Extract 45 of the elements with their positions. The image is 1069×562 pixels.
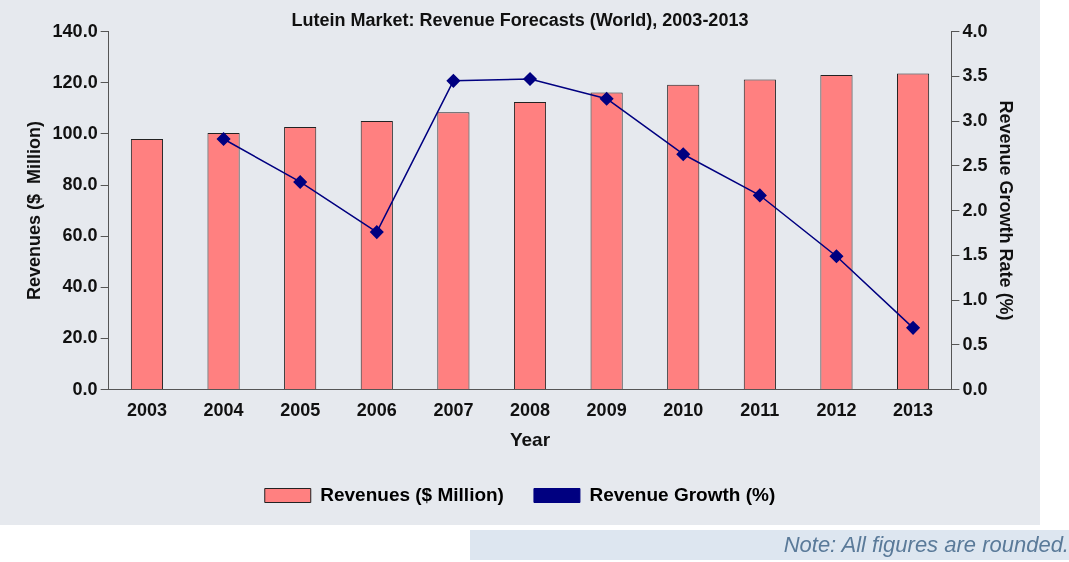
x-axis-title: Year [509,428,551,450]
y-tick-label: 0.0 [72,378,98,399]
point [676,147,690,161]
y2-tick-label: 3.5 [962,65,988,86]
x-tick-label: 2006 [356,400,397,421]
y2-tick-label: 1.5 [962,244,988,265]
y2-tick-label: 0.0 [962,378,988,399]
y2-tick-label: 4.0 [962,20,988,41]
point [370,225,384,239]
x-tick-label: 2011 [740,400,780,421]
point [523,72,537,86]
y2-tick-label: 0.5 [962,333,988,354]
point [216,132,231,146]
x-tick-label: 2008 [509,400,551,421]
legend-label: Revenue Growth (%) [589,483,776,505]
x-tick-label: 2004 [203,400,244,421]
y2-tick-label: 3.0 [962,110,988,131]
y-tick-label: 140.0 [52,20,98,41]
text: Note: All figures are rounded. [470,530,1069,560]
y-tick-label: 120.0 [52,71,98,92]
y2-tick-label: 1.0 [962,289,988,310]
point [446,74,461,88]
y2-tick-label: 2.0 [962,199,988,220]
y-tick-label: 60.0 [62,225,98,246]
x-tick-label: 2007 [433,400,474,421]
x-tick-label: 2013 [893,400,934,421]
x-tick-label: 2003 [126,400,167,421]
point [829,249,844,263]
x-tick-label: 2012 [816,400,857,421]
y-tick-label: 20.0 [62,327,98,348]
x-tick-label: 2005 [280,400,321,421]
point [293,175,307,189]
chart-title: Lutein Market: Revenue Forecasts (World), 2003-2013 [291,9,749,30]
point [599,91,614,106]
y-tick-label: 40.0 [62,276,98,297]
y2-tick-label: 2.5 [962,154,988,175]
y2-axis-title: Revenue Growth Rate (%) [996,100,1017,321]
y-tick-label: 100.0 [52,122,98,143]
point [906,321,920,335]
legend-label: Revenues ($ Million) [320,483,504,505]
y-axis-title: Revenues ($ Million) [23,121,44,301]
x-tick-label: 2010 [663,400,704,421]
y-tick-label: 80.0 [62,174,98,194]
point [753,188,767,203]
x-tick-label: 2009 [586,400,627,421]
